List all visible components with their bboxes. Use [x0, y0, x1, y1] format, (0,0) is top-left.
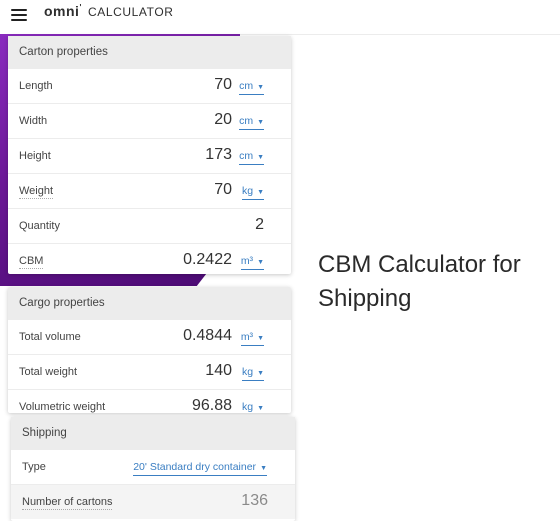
- volumetric-weight-unit-select[interactable]: kg ▼: [242, 401, 264, 413]
- total-weight-label: Total weight: [19, 366, 78, 378]
- type-row: Type 20' Standard dry container ▼: [11, 450, 295, 485]
- chevron-down-icon: ▼: [257, 189, 264, 196]
- chevron-down-icon: ▼: [257, 259, 264, 266]
- height-label: Height: [19, 150, 51, 162]
- quantity-input[interactable]: 2: [255, 216, 264, 233]
- width-unit-select[interactable]: cm ▼: [239, 115, 264, 130]
- number-of-cartons-row: Number of cartons 136: [11, 485, 295, 519]
- total-volume-row: Total volume 0.4844 m³ ▼: [8, 320, 291, 355]
- weight-unit-select[interactable]: kg ▼: [241, 185, 264, 200]
- total-weight-row: Total weight 140 kg ▼: [8, 355, 291, 390]
- width-input[interactable]: 20: [214, 111, 232, 128]
- height-unit-select[interactable]: cm ▼: [239, 150, 264, 165]
- cbm-row: CBM 0.2422 m³ ▼: [8, 244, 291, 278]
- height-input[interactable]: 173: [205, 146, 232, 163]
- volumetric-weight-row: Volumetric weight 96.88 kg ▼: [8, 390, 291, 413]
- cbm-label: CBM: [19, 255, 44, 269]
- type-label: Type: [22, 461, 46, 473]
- width-row: Width 20 cm ▼: [8, 104, 291, 139]
- page-title: CBM Calculator for Shipping: [318, 251, 521, 312]
- shipping-card: Shipping Type 20' Standard dry container…: [11, 417, 295, 521]
- weight-row: Weight 70 kg ▼: [8, 174, 291, 209]
- omni-logo[interactable]: omni' CALCULATOR: [44, 3, 174, 19]
- total-weight-input[interactable]: 140: [205, 362, 232, 379]
- quantity-row: Quantity 2: [8, 209, 291, 244]
- chevron-down-icon: ▼: [260, 465, 267, 472]
- menu-icon[interactable]: [11, 6, 29, 22]
- number-of-cartons-output: 136: [241, 492, 268, 509]
- chevron-down-icon: ▼: [257, 84, 264, 91]
- total-volume-input[interactable]: 0.4844: [183, 327, 232, 344]
- length-unit-select[interactable]: cm ▼: [239, 80, 264, 95]
- carton-properties-card: Carton properties Length 70 cm ▼ Width 20…: [8, 36, 291, 274]
- length-row: Length 70 cm ▼: [8, 69, 291, 104]
- total-weight-unit-select[interactable]: kg ▼: [241, 366, 264, 381]
- carton-properties-title: Carton properties: [8, 36, 291, 69]
- cbm-input[interactable]: 0.2422: [183, 251, 232, 268]
- logo-brand: omni': [44, 3, 82, 19]
- weight-label: Weight: [19, 185, 54, 199]
- cargo-properties-title: Cargo properties: [8, 287, 291, 320]
- chevron-down-icon: ▼: [257, 154, 264, 161]
- number-of-cartons-label: Number of cartons: [22, 496, 113, 510]
- length-input[interactable]: 70: [214, 76, 232, 93]
- volumetric-weight-input[interactable]: 96.88: [191, 397, 232, 413]
- weight-input[interactable]: 70: [214, 181, 232, 198]
- quantity-label: Quantity: [19, 220, 60, 232]
- container-type-select[interactable]: 20' Standard dry container ▼: [133, 461, 267, 476]
- cargo-properties-card: Cargo properties Total volume 0.4844 m³ ▼…: [8, 287, 291, 413]
- volumetric-weight-label: Volumetric weight: [19, 401, 106, 413]
- width-label: Width: [19, 115, 48, 127]
- length-label: Length: [19, 80, 53, 92]
- cbm-unit-select[interactable]: m³ ▼: [240, 255, 264, 270]
- logo-sub: CALCULATOR: [87, 5, 174, 19]
- height-row: Height 173 cm ▼: [8, 139, 291, 174]
- chevron-down-icon: ▼: [257, 119, 264, 126]
- chevron-down-icon: ▼: [257, 370, 264, 377]
- total-volume-unit-select[interactable]: m³ ▼: [240, 331, 264, 346]
- chevron-down-icon: ▼: [257, 405, 264, 412]
- total-volume-label: Total volume: [19, 331, 81, 343]
- shipping-title: Shipping: [11, 417, 295, 450]
- chevron-down-icon: ▼: [257, 335, 264, 342]
- top-bar: omni' CALCULATOR: [0, 0, 560, 35]
